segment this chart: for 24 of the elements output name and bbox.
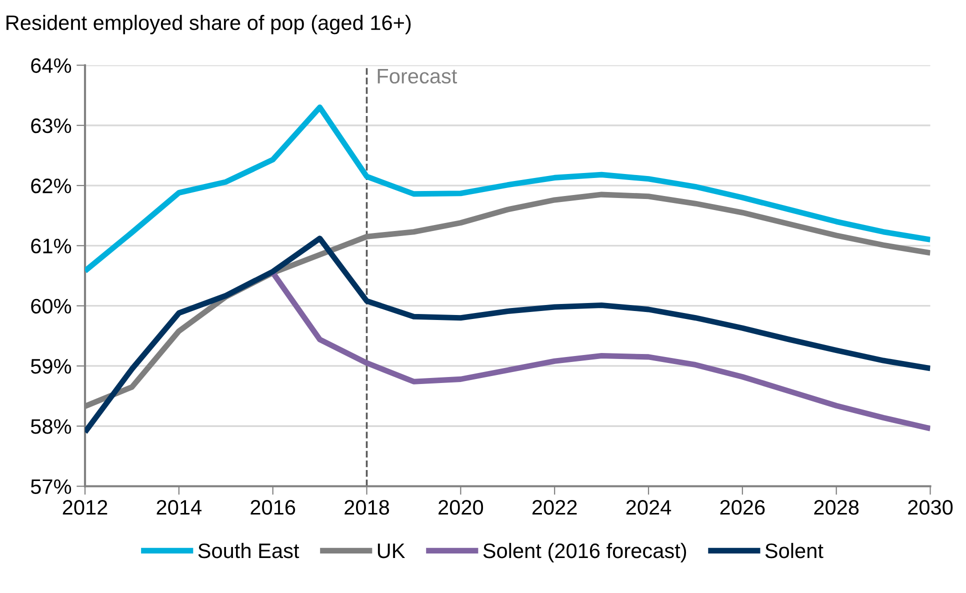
y-tick-label: 58%	[30, 419, 72, 434]
ref-line-label: Forecast	[378, 69, 458, 84]
x-tick-label: 2030	[908, 500, 953, 515]
legend-label: Solent (2016 forecast)	[483, 542, 686, 562]
legend-label: Solent	[765, 542, 824, 558]
legend-label: UK	[378, 544, 406, 558]
x-tick-label: 2018	[344, 500, 390, 515]
x-tick-label: 2026	[720, 500, 765, 515]
y-tick-label: 57%	[30, 479, 72, 494]
y-tick-label: 60%	[31, 298, 72, 314]
x-tick-label: 2012	[62, 500, 108, 515]
x-tick-label: 2016	[250, 500, 296, 515]
y-tick-label: 62%	[31, 178, 72, 194]
x-tick-label: 2022	[532, 500, 577, 515]
x-tick-label: 2014	[156, 500, 202, 515]
x-tick-label: 2020	[438, 500, 484, 515]
x-tick-label: 2028	[814, 500, 859, 515]
y-tick-label: 61%	[31, 238, 72, 254]
legend-label: South East	[198, 542, 300, 558]
y-tick-label: 64%	[31, 58, 72, 73]
chart-title: Resident employed share of pop (aged 16+)	[6, 14, 411, 34]
x-tick-label: 2024	[626, 500, 672, 515]
y-tick-label: 59%	[30, 358, 72, 374]
y-tick-label: 63%	[31, 118, 72, 134]
